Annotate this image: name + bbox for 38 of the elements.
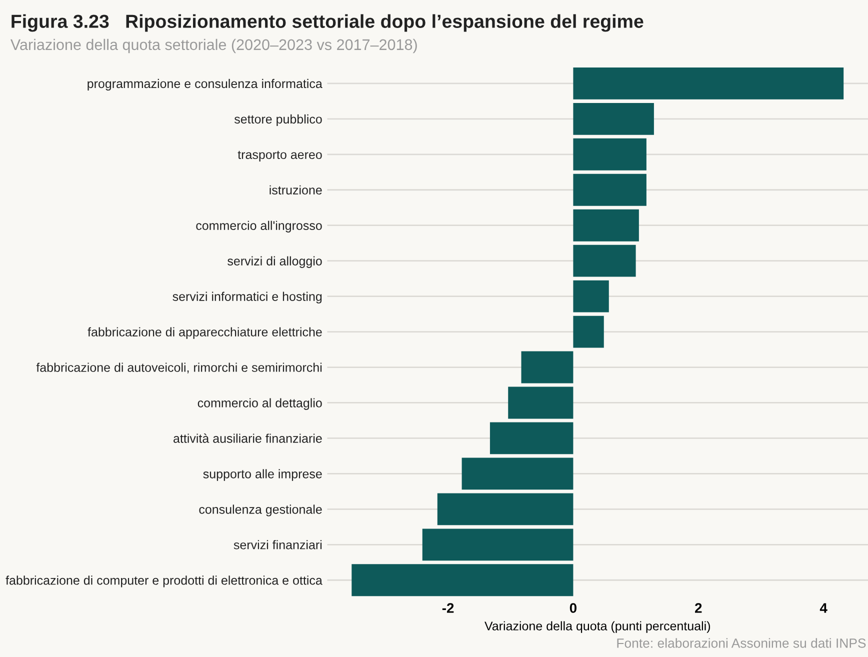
chart-subtitle: Variazione della quota settoriale (2020–2023 vs 2017–2018) bbox=[10, 38, 417, 54]
bar bbox=[508, 386, 574, 419]
y-tick-label: servizi finanziari bbox=[234, 540, 322, 550]
x-tick-label: 4 bbox=[820, 603, 828, 613]
y-tick-label: trasporto aereo bbox=[238, 150, 322, 162]
x-tick-label: 0 bbox=[570, 603, 576, 613]
y-tick-label: istruzione bbox=[270, 185, 322, 195]
source-note: Fonte: elaborazioni Assonime su dati INPS bbox=[617, 638, 866, 648]
bar bbox=[422, 528, 574, 561]
bar bbox=[573, 67, 844, 100]
y-tick-label: commercio all'ingrosso bbox=[196, 220, 322, 232]
y-tick-label: servizi informatici e hosting bbox=[172, 292, 322, 304]
bar bbox=[573, 280, 609, 312]
y-tick-label: fabbricazione di autoveicoli, rimorchi e semirimorchi bbox=[36, 362, 322, 374]
y-tick-label: servizi di alloggio bbox=[228, 256, 322, 268]
bar bbox=[437, 493, 574, 526]
y-tick-label: supporto alle imprese bbox=[203, 469, 322, 481]
bar bbox=[573, 244, 636, 277]
y-tick-label: settore pubblico bbox=[234, 114, 322, 126]
bar bbox=[352, 564, 574, 596]
bar bbox=[573, 316, 604, 348]
y-tick-label: programmazione e consulenza informatica bbox=[88, 78, 322, 91]
x-tick-label: -2 bbox=[442, 603, 454, 613]
y-tick-label: commercio al dettaglio bbox=[198, 398, 322, 410]
bar bbox=[573, 138, 646, 170]
y-tick-label: attività ausiliarie finanziarie bbox=[174, 434, 322, 443]
y-tick-label: fabbricazione di apparecchiature elettriche bbox=[88, 327, 322, 339]
chart-title: Figura 3.23 Riposizionamento settoriale dopo l’espansione del regime bbox=[12, 14, 644, 32]
bar bbox=[462, 458, 574, 490]
x-tick-label: 2 bbox=[695, 603, 702, 613]
y-tick-label: fabbricazione di computer e prodotti di elettronica e ottica bbox=[6, 576, 322, 588]
bar bbox=[573, 174, 646, 206]
bar bbox=[573, 209, 639, 242]
x-axis-title: Variazione della quota (punti percentuali) bbox=[484, 621, 710, 633]
y-tick-label: consulenza gestionale bbox=[199, 504, 322, 516]
bar bbox=[490, 422, 574, 454]
bar bbox=[521, 351, 574, 384]
bar bbox=[573, 102, 654, 135]
